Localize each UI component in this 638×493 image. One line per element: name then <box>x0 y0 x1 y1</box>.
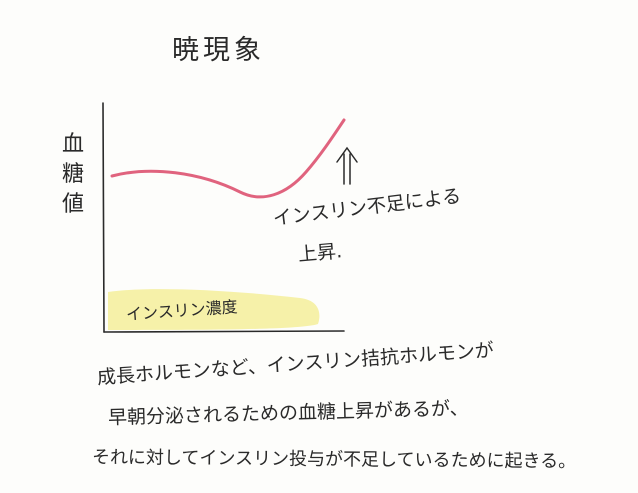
explanation-line-3: それに対してインスリン投与が不足しているために起きる。 <box>91 447 577 473</box>
diagram-title: 暁現象 <box>172 35 265 66</box>
annotation-line-2: 上昇. <box>297 240 343 266</box>
y-axis <box>102 102 105 333</box>
y-axis-label: 血 糖 値 <box>58 130 88 220</box>
x-axis <box>103 330 345 333</box>
blood-glucose-curve <box>110 118 346 199</box>
insulin-concentration-band <box>108 289 320 330</box>
rise-arrow-icon <box>336 146 358 185</box>
y-axis-label-char: 血 <box>61 132 84 157</box>
y-axis-label-char: 値 <box>61 192 84 217</box>
y-axis-label-char: 糖 <box>61 162 84 187</box>
